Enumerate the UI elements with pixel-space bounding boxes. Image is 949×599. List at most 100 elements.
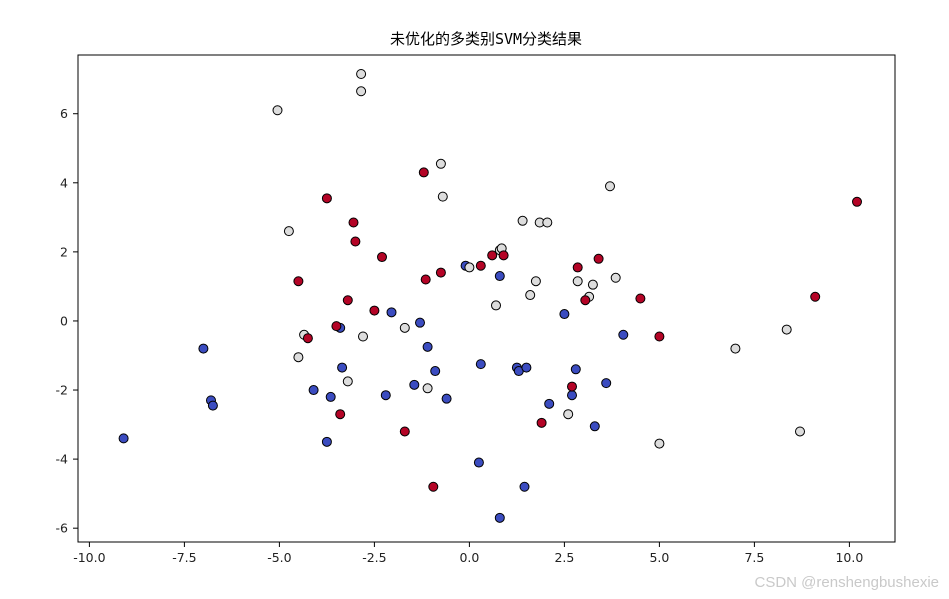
scatter-point-class-1	[293, 352, 304, 363]
scatter-point-class-0	[415, 317, 425, 328]
chart-title: 未优化的多类别SVM分类结果	[390, 30, 582, 48]
y-tick-label: 4	[60, 175, 68, 190]
scatter-point-class-0	[441, 393, 452, 404]
scatter-point-class-2	[335, 409, 346, 420]
scatter-point-class-0	[422, 341, 433, 352]
scatter-point-class-2	[342, 295, 353, 306]
scatter-point-class-2	[810, 291, 821, 302]
x-tick-label: 10.0	[835, 550, 863, 565]
scatter-point-class-1	[491, 300, 501, 311]
scatter-point-class-1	[422, 383, 433, 394]
x-tick-label: 5.0	[649, 550, 669, 565]
scatter-point-class-2	[418, 167, 429, 178]
scatter-point-class-2	[593, 253, 604, 264]
x-tick-label: -10.0	[73, 550, 105, 565]
scatter-point-class-2	[567, 381, 577, 392]
scatter-point-class-1	[283, 226, 294, 237]
scatter-point-class-1	[605, 181, 615, 192]
scatter-point-class-1	[358, 331, 368, 342]
scatter-point-class-0	[570, 364, 581, 375]
scatter-point-class-2	[399, 426, 410, 437]
scatter-point-class-1	[542, 217, 553, 228]
scatter-point-class-2	[377, 252, 387, 263]
scatter-point-class-0	[325, 391, 336, 402]
scatter-point-class-2	[580, 295, 591, 306]
scatter-point-class-1	[525, 290, 536, 301]
x-tick-label: 2.5	[554, 550, 574, 565]
scatter-point-class-2	[536, 417, 547, 428]
x-tick-label: 7.5	[744, 550, 764, 565]
scatter-point-class-2	[428, 481, 439, 492]
scatter-point-class-2	[302, 333, 313, 344]
scatter-point-class-0	[207, 400, 218, 411]
scatter-point-class-0	[473, 457, 484, 468]
scatter-point-class-2	[654, 331, 665, 342]
scatter-point-class-0	[118, 433, 129, 444]
scatter-point-class-1	[587, 279, 598, 290]
x-axis: -10.0 -7.5 -5.0 -2.5 0.0 2.5 5.0 7.5 10.0	[73, 542, 863, 565]
y-tick-label: -6	[56, 521, 69, 536]
scatter-point-class-0	[409, 379, 420, 390]
scatter-point-class-2	[475, 260, 486, 271]
scatter-point-class-1	[399, 322, 410, 333]
plot-frame	[77, 54, 896, 543]
scatter-point-class-0	[198, 343, 209, 354]
scatter-point-class-0	[567, 390, 577, 401]
scatter-point-class-1	[464, 262, 475, 273]
scatter-point-class-2	[350, 236, 361, 247]
x-tick-label: 0.0	[459, 550, 479, 565]
scatter-point-class-0	[321, 436, 332, 447]
data-points	[118, 68, 862, 523]
scatter-point-class-1	[654, 438, 665, 449]
scatter-point-class-1	[356, 68, 367, 79]
scatter-point-class-0	[544, 398, 555, 409]
scatter-point-class-1	[435, 158, 446, 169]
scatter-point-class-0	[589, 421, 600, 432]
x-tick-label: -2.5	[362, 550, 386, 565]
x-tick-label: -7.5	[172, 550, 196, 565]
scatter-point-class-0	[430, 366, 441, 377]
scatter-point-class-2	[293, 276, 304, 287]
scatter-point-class-0	[475, 359, 486, 370]
scatter-point-class-0	[308, 385, 319, 396]
y-tick-label: 6	[60, 106, 68, 121]
scatter-point-class-2	[487, 250, 498, 261]
scatter-point-class-0	[337, 362, 348, 373]
scatter-point-class-2	[369, 305, 380, 316]
scatter-point-class-2	[572, 262, 583, 273]
scatter-point-class-2	[348, 217, 359, 228]
scatter-point-class-0	[618, 329, 629, 340]
scatter-point-class-1	[610, 272, 621, 283]
scatter-point-class-0	[380, 390, 391, 401]
scatter-point-class-1	[730, 343, 741, 354]
scatter-point-class-1	[437, 191, 448, 202]
scatter-point-class-2	[435, 267, 446, 278]
scatter-point-class-1	[563, 409, 574, 420]
y-axis: -6 -4 -2 0 2 4 6	[56, 106, 78, 536]
x-tick-label: -5.0	[267, 550, 291, 565]
scatter-point-class-0	[601, 378, 612, 389]
scatter-point-class-2	[852, 196, 862, 207]
scatter-point-class-1	[517, 215, 528, 226]
scatter-point-class-1	[530, 276, 541, 287]
scatter-point-class-1	[356, 86, 367, 97]
scatter-point-class-2	[331, 321, 342, 332]
scatter-point-class-2	[498, 250, 509, 261]
scatter-point-class-2	[635, 293, 646, 304]
scatter-point-class-2	[321, 193, 332, 204]
scatter-point-class-1	[781, 324, 792, 335]
scatter-point-class-1	[342, 376, 353, 387]
scatter-point-class-1	[272, 105, 283, 116]
y-tick-label: 2	[60, 244, 68, 259]
scatter-point-class-0	[494, 512, 505, 523]
y-tick-label: -4	[56, 452, 69, 467]
scatter-point-class-0	[494, 271, 505, 282]
scatter-point-class-0	[519, 481, 530, 492]
y-tick-label: 0	[60, 313, 68, 328]
y-tick-label: -2	[56, 383, 68, 398]
watermark: CSDN @renshengbushexie	[754, 574, 940, 591]
scatter-point-class-1	[795, 426, 805, 437]
scatter-point-class-0	[386, 307, 397, 318]
scatter-point-class-0	[559, 309, 570, 320]
